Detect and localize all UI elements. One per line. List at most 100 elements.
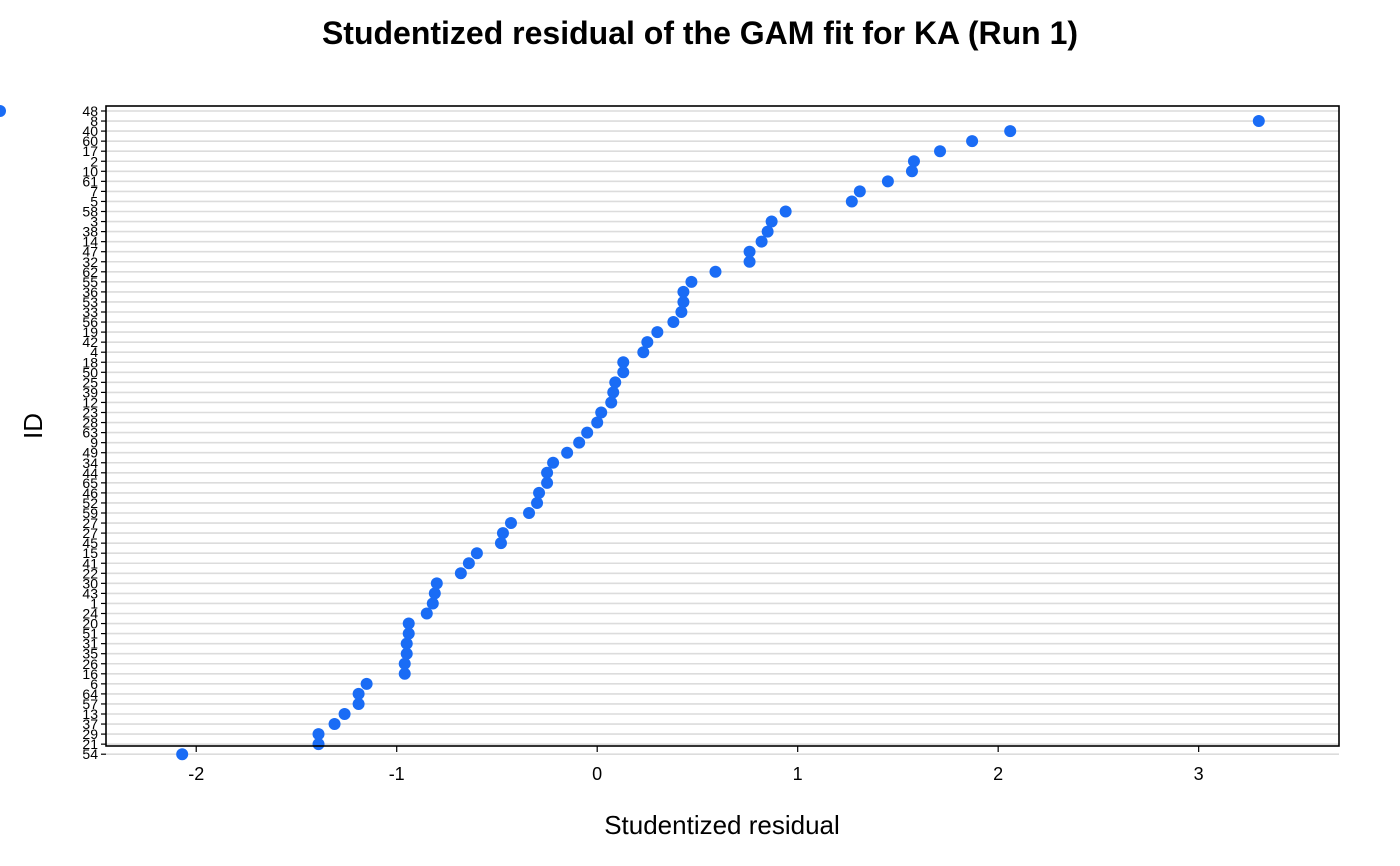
- data-point: [312, 728, 325, 741]
- data-points: [0, 105, 1265, 761]
- data-point: [496, 527, 509, 540]
- x-tick-label: 0: [592, 764, 602, 784]
- y-tick-label: 3: [90, 214, 98, 230]
- y-tick-label: 33: [82, 304, 98, 320]
- y-tick-label: 53: [82, 294, 98, 310]
- y-tick-label: 28: [82, 415, 98, 431]
- y-tick-label: 26: [82, 656, 98, 672]
- y-tick-label: 31: [82, 636, 98, 652]
- y-axis-tick-labels: 5421293713576461626353151202414330224115…: [82, 103, 106, 762]
- y-tick-label: 38: [82, 224, 98, 240]
- y-tick-label: 62: [82, 264, 98, 280]
- data-point: [743, 255, 756, 268]
- y-tick-label: 20: [82, 616, 98, 632]
- data-point: [533, 486, 546, 499]
- data-point: [176, 748, 189, 761]
- data-point: [0, 105, 6, 117]
- y-tick-label: 30: [82, 575, 98, 591]
- y-tick-label: 27: [82, 515, 98, 531]
- data-point: [907, 155, 920, 168]
- data-point: [605, 396, 618, 409]
- data-point: [637, 346, 650, 359]
- data-point: [531, 496, 544, 509]
- data-point: [685, 275, 698, 288]
- data-point: [402, 617, 415, 630]
- data-point: [398, 657, 411, 670]
- y-axis-title: ID: [18, 413, 48, 439]
- y-tick-label: 36: [82, 284, 98, 300]
- y-tick-label: 60: [82, 133, 98, 149]
- y-tick-label: 43: [82, 585, 98, 601]
- y-tick-label: 51: [82, 626, 98, 642]
- data-point: [561, 446, 574, 459]
- y-tick-label: 64: [82, 686, 98, 702]
- y-tick-label: 15: [82, 545, 98, 561]
- y-tick-label: 9: [90, 435, 98, 451]
- y-tick-label: 50: [82, 364, 98, 380]
- data-point: [1004, 125, 1017, 138]
- y-tick-label: 44: [82, 465, 98, 481]
- data-point: [402, 627, 415, 640]
- y-tick-label: 27: [82, 525, 98, 541]
- data-point: [504, 517, 517, 530]
- data-point: [881, 175, 894, 188]
- y-tick-label: 13: [82, 706, 98, 722]
- data-point: [400, 637, 413, 650]
- plot-frame: [105, 105, 1340, 747]
- data-point: [675, 306, 688, 318]
- data-point: [609, 376, 622, 389]
- y-tick-label: 57: [82, 696, 98, 712]
- data-point: [779, 205, 792, 218]
- data-point: [709, 265, 722, 278]
- y-tick-label: 58: [82, 204, 98, 220]
- data-point: [430, 577, 443, 590]
- data-point: [607, 386, 620, 399]
- y-tick-label: 8: [90, 113, 98, 129]
- data-point: [905, 165, 918, 178]
- y-tick-label: 40: [82, 123, 98, 139]
- y-tick-label: 47: [82, 244, 98, 260]
- y-tick-label: 54: [82, 746, 98, 762]
- y-tick-label: 19: [82, 324, 98, 340]
- y-tick-label: 18: [82, 354, 98, 370]
- y-tick-label: 4: [90, 344, 98, 360]
- y-tick-label: 24: [82, 606, 98, 622]
- x-axis-ticks: -2 -1 0 1 2 3: [188, 746, 1204, 784]
- data-point: [338, 708, 351, 720]
- y-tick-label: 55: [82, 274, 98, 290]
- y-tick-label: 63: [82, 425, 98, 441]
- y-tick-label: 7: [90, 183, 98, 199]
- data-point: [667, 316, 680, 329]
- y-tick-label: 41: [82, 555, 98, 571]
- y-tick-label: 25: [82, 374, 98, 390]
- y-tick-label: 35: [82, 646, 98, 662]
- data-point: [1252, 115, 1265, 128]
- data-point: [426, 597, 439, 610]
- data-point: [420, 607, 433, 620]
- x-tick-label: 2: [993, 764, 1003, 784]
- y-tick-label: 52: [82, 495, 98, 511]
- data-point: [595, 406, 608, 419]
- data-point: [462, 557, 475, 570]
- y-tick-label: 48: [82, 103, 98, 119]
- data-point: [470, 547, 483, 560]
- chart-title: Studentized residual of the GAM fit for …: [322, 15, 1078, 51]
- data-point: [428, 587, 441, 600]
- y-tick-label: 23: [82, 405, 98, 421]
- data-point: [454, 567, 467, 580]
- x-tick-label: -1: [389, 764, 405, 784]
- y-tick-label: 2: [90, 153, 98, 169]
- x-tick-label: 1: [793, 764, 803, 784]
- data-point: [755, 235, 768, 248]
- data-point: [494, 537, 507, 550]
- y-tick-label: 42: [82, 334, 98, 350]
- y-tick-label: 61: [82, 173, 98, 189]
- data-point: [677, 285, 690, 298]
- data-point: [743, 245, 756, 258]
- data-point: [853, 185, 866, 198]
- data-point: [677, 295, 690, 308]
- data-point: [400, 647, 413, 660]
- data-point: [573, 436, 586, 449]
- data-point: [617, 366, 630, 379]
